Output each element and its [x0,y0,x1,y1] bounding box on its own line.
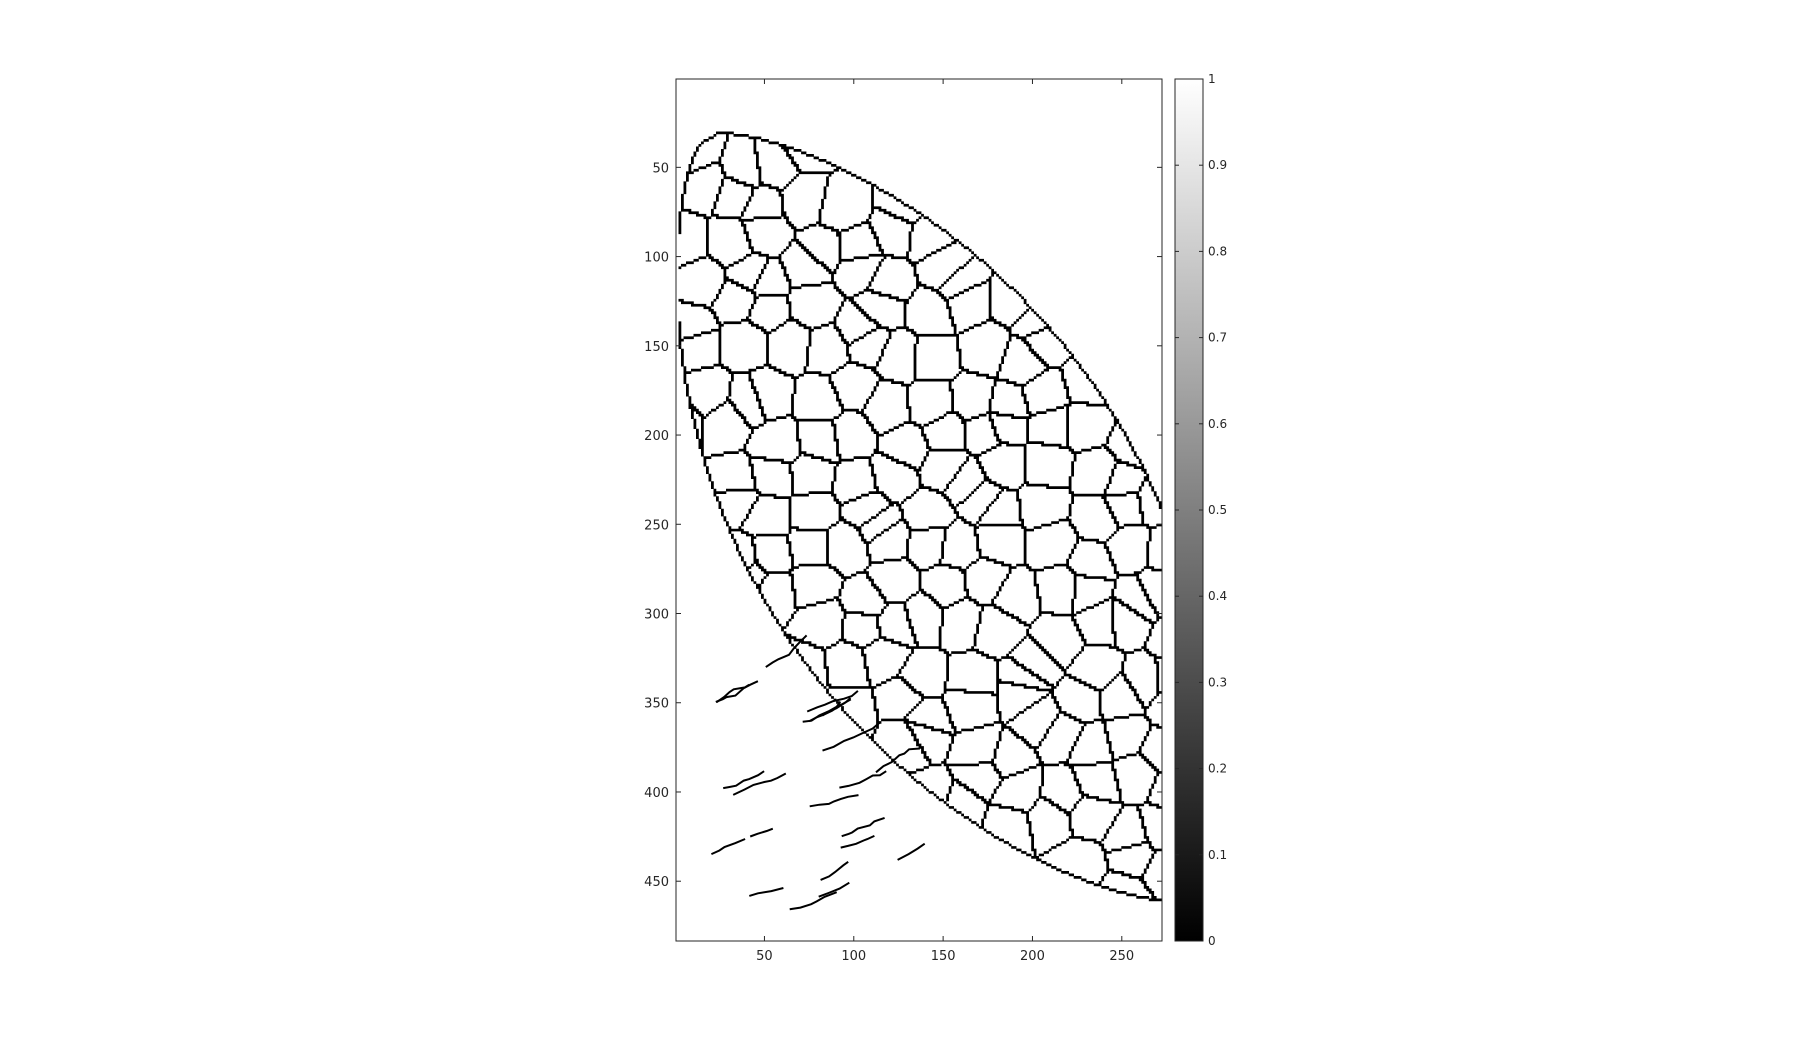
edge-network [678,131,1162,911]
colorbar-tick-label: 0.8 [1208,244,1227,258]
edge-fragment [715,680,759,703]
x-tick-label: 250 [1109,949,1134,964]
x-tick-label: 50 [756,949,773,964]
colorbar: 0 0.1 0.2 0.3 0.4 0.5 0.6 0.7 0.8 0.9 1 [1174,72,1227,948]
y-tick-label: 400 [644,786,669,801]
colorbar-gradient [1175,79,1203,941]
axes-frame [675,78,1163,942]
colorbar-tick-label: 0.3 [1208,675,1227,689]
edge-fragment [875,747,920,774]
y-tick-label: 350 [644,697,669,712]
edge-fragment [802,701,842,723]
edge-fragment [749,827,774,838]
edge-fragment [822,721,881,752]
edge-fragment [818,881,850,898]
edge-fragment [806,690,859,713]
edge-fragment [789,891,838,911]
y-tick-label: 100 [644,251,669,266]
edge-fragment [897,842,926,861]
colorbar-tick-label: 0.4 [1208,589,1227,603]
edge-fragment [732,772,787,796]
image-axes: 50 100 150 200 250 50 100 150 200 250 300 350 400 45… [644,78,1163,964]
y-tick-label: 150 [644,340,669,355]
y-tick-label: 200 [644,429,669,444]
y-tick-label: 50 [652,161,669,176]
plot-background [676,79,1162,941]
y-tick-label: 450 [644,875,669,890]
colorbar-tick-label: 0.5 [1208,503,1227,517]
edge-fragment [765,634,808,668]
edge-fragment [749,887,784,897]
colorbar-tick-label: 0.1 [1208,848,1227,862]
colorbar-ticks: 0 0.1 0.2 0.3 0.4 0.5 0.6 0.7 0.8 0.9 1 [1175,72,1227,948]
y-tick-label: 250 [644,518,669,533]
edge-fragment [710,838,746,856]
colorbar-tick-label: 1 [1208,72,1216,86]
x-tick-label: 100 [841,949,866,964]
edge-fragment [839,770,887,789]
colorbar-tick-label: 0.9 [1208,158,1227,172]
edge-fragment [840,834,875,849]
x-axis: 50 100 150 200 250 [756,79,1134,964]
edge-fragment [820,860,849,881]
edge-fragment [715,683,750,704]
y-axis: 50 100 150 200 250 300 350 400 450 [644,161,1162,890]
colorbar-tick-label: 0.7 [1208,331,1227,345]
x-tick-label: 200 [1020,949,1045,964]
edge-fragment [841,816,885,838]
edge-fragment [809,794,859,808]
edge-fragment [723,770,765,790]
colorbar-tick-label: 0 [1208,934,1216,948]
cell-boundaries [678,131,1162,902]
y-tick-label: 300 [644,608,669,623]
colorbar-tick-label: 0.2 [1208,762,1227,776]
x-tick-label: 150 [931,949,956,964]
colorbar-tick-label: 0.6 [1208,417,1227,431]
